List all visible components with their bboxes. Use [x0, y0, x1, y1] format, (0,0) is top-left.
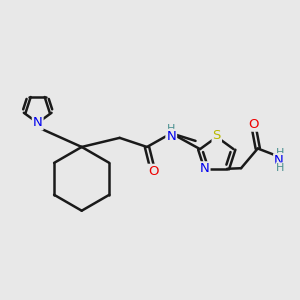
Text: H: H [276, 163, 285, 173]
Text: H: H [276, 148, 285, 158]
Text: N: N [167, 130, 176, 143]
Text: S: S [213, 129, 221, 142]
Text: O: O [248, 118, 259, 131]
Text: N: N [200, 162, 209, 175]
Text: N: N [274, 154, 284, 167]
Text: O: O [148, 165, 158, 178]
Text: N: N [33, 116, 43, 129]
Text: H: H [167, 124, 176, 134]
